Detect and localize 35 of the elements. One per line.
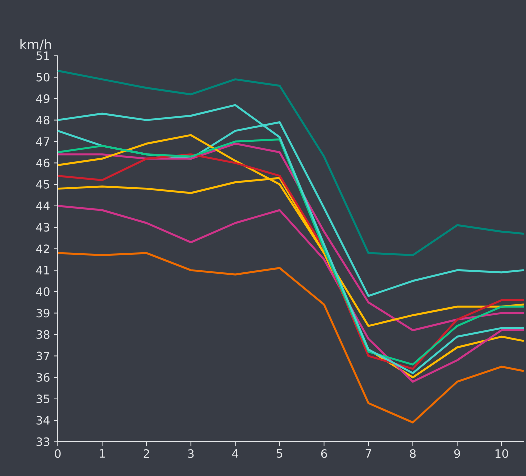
- x-tick-label: 6: [321, 450, 328, 458]
- x-tick-label: 8: [410, 450, 416, 458]
- line-series: [57, 252, 526, 424]
- y-tick-label: 45: [36, 180, 50, 189]
- y-tick-label: 50: [36, 73, 50, 82]
- x-tick-label: 4: [232, 450, 239, 458]
- x-tick-label: 9: [454, 450, 460, 458]
- x-tick-label: 10: [496, 450, 508, 458]
- y-tick-label: 41: [36, 266, 50, 275]
- y-tick-label: 51: [36, 52, 50, 60]
- line-series: [57, 70, 526, 256]
- line-series: [57, 205, 526, 383]
- y-tick-label: 48: [36, 116, 50, 125]
- y-tick-label: 47: [36, 138, 50, 146]
- y-tick-label: 37: [36, 352, 50, 361]
- y-tick-label: 39: [36, 308, 50, 318]
- y-tick-label: 33: [36, 438, 50, 446]
- y-tick-label: 38: [36, 330, 50, 340]
- x-tick-label: 1: [100, 450, 105, 458]
- x-tick-label: 5: [277, 450, 283, 458]
- y-tick-label: 43: [36, 223, 50, 232]
- x-tick-label: 0: [55, 450, 61, 458]
- y-tick-label: 44: [36, 202, 50, 210]
- y-tick-label: 46: [36, 158, 50, 168]
- y-tick-label: 35: [36, 394, 50, 404]
- line-series: [57, 142, 526, 332]
- y-tick-label: 34: [36, 416, 50, 425]
- x-tick-label: 3: [188, 450, 194, 458]
- x-tick-label: 2: [144, 450, 150, 458]
- y-tick-label: 40: [36, 288, 50, 296]
- y-tick-label: 42: [36, 244, 50, 254]
- x-tick-label: 7: [366, 450, 372, 458]
- y-tick-label: 49: [36, 94, 50, 104]
- y-tick-label: 36: [36, 373, 50, 382]
- y-axis-title: km/h: [20, 39, 52, 50]
